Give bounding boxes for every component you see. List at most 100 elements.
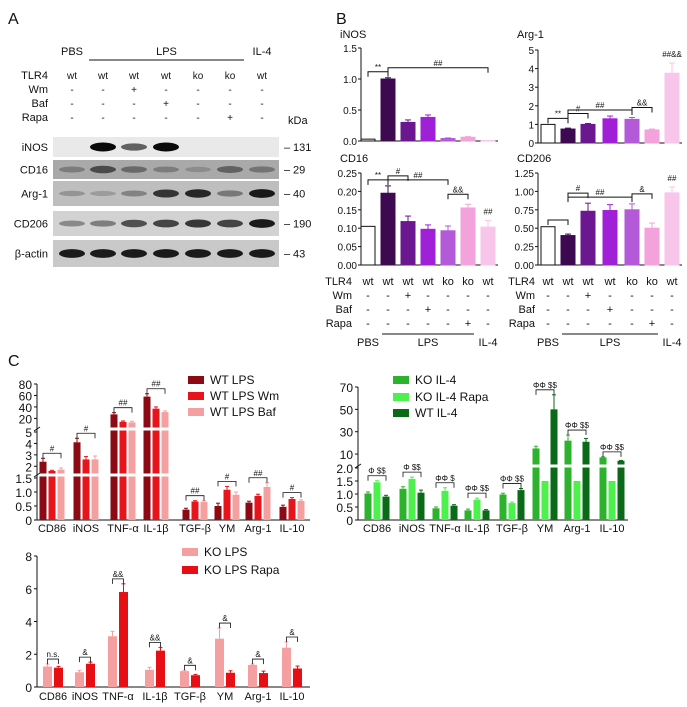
axis-break [359,464,629,468]
bar-arg1-4 [624,118,640,144]
significance-bracket [79,656,91,663]
condition-label: TLR4 [508,276,535,288]
legend-label: WT LPS Wm [210,389,279,403]
group-label-il4: IL-4 [479,337,498,349]
kda-dash: – [284,142,291,154]
y-tick-label: 40 [19,401,33,415]
blot-condition-value: - [132,99,135,110]
y-tick-label: 30 [340,426,354,440]
blot-condition-value: + [163,99,169,110]
condition-value: - [426,318,430,330]
blot-condition-value: wt [256,71,267,82]
significance-label: ##&& [662,50,682,59]
bar-koil4-2-6 [582,441,590,520]
bar-koil4-1-1 [408,478,416,520]
bar-koil4-0-3 [464,510,472,520]
condition-value: - [546,304,550,316]
x-tick-label: Arg-1 [564,523,591,535]
significance-label: ## [668,174,677,183]
bar-koil4-1-7 [608,481,616,520]
bar-cd206-2 [580,210,596,266]
condition-label: Rapa [509,318,536,330]
condition-value: - [466,290,470,302]
x-tick-label: Arg-1 [245,691,272,703]
significance-bracket [535,389,555,395]
condition-value: wt [402,276,414,288]
kda-dash: – [284,189,291,201]
x-tick-label: iNOS [73,523,99,535]
bar-inos-4 [440,138,456,142]
legend-swatch [188,376,204,384]
condition-value: - [406,318,410,330]
bar-wt-2-7 [297,500,305,520]
significance-bracket [567,112,589,119]
bar-kolps-0-7 [282,647,291,687]
x-tick-label: CD86 [39,691,67,703]
condition-value: + [465,318,471,330]
significance-label: ΦΦ $$ [565,421,589,430]
significance-bracket [219,622,231,629]
condition-value: - [670,318,674,330]
y-tick-label: 0 [25,514,32,528]
condition-value: - [426,290,430,302]
y-tick-label: 3 [528,83,534,94]
significance-bracket [367,475,387,481]
condition-value: wt [422,276,434,288]
bar-koil4-2-4 [517,490,525,520]
bar-arg1-3 [602,118,618,144]
bar-kolps-1-0 [54,667,63,687]
blot-band [153,142,179,152]
condition-value: ko [626,276,638,288]
significance-label: & [255,650,261,659]
bar-cd16-2 [400,221,416,266]
significance-bracket [435,482,455,488]
bar-wt-0-1 [73,442,81,520]
significance-label: ** [555,109,561,118]
significance-bracket [387,179,449,185]
significance-label: # [84,424,89,433]
blot-band [153,219,179,228]
significance-label: ΦΦ $ [435,474,455,483]
kda-dash: – [284,165,291,177]
blot-band [90,249,116,258]
bar-cd16-3 [420,228,436,266]
condition-value: - [650,290,654,302]
significance-label: ## [152,380,161,389]
x-tick-label: IL-1β [143,523,168,535]
blot-condition-value: - [196,113,199,124]
legend-swatch [182,548,198,556]
significance-label: # [576,184,581,193]
significance-label: && [150,633,161,642]
blot-condition-value: + [131,85,137,96]
y-tick-label: 50 [340,403,354,417]
condition-value: - [608,318,612,330]
bar-koil4-0-1 [399,488,407,520]
bar-cd206-0 [540,226,556,266]
bar-koil4-1-0 [373,482,381,520]
kda-marker: 40 [293,189,305,201]
y-tick-label: 0.25 [515,243,535,254]
x-tick-label: iNOS [399,523,425,535]
blot-band [249,166,275,173]
kda-marker: 190 [293,219,311,231]
blot-condition-value: ko [193,71,204,82]
significance-bracket [252,658,264,665]
blot-condition-value: - [228,99,231,110]
bar-koil4-0-4 [499,494,507,520]
bar-cd16-6 [480,226,496,266]
bar-inos-5 [460,136,476,142]
bar-wt-1-4 [191,501,199,520]
condition-value: - [630,318,634,330]
bar-wt-1-3 [152,408,160,520]
blot-group-label: LPS [156,46,177,58]
bar-wt-0-7 [279,506,287,520]
x-tick-label: IL-10 [599,523,624,535]
y-tick-label: 0.00 [515,261,535,272]
y-tick-label: 80 [19,378,33,392]
bar-wt-2-5 [232,494,240,520]
chart-title-cd16: CD16 [340,153,368,165]
y-tick-label: 0.5 [343,106,357,117]
significance-bracket [567,109,633,116]
bar-koil4-2-1 [417,492,425,520]
